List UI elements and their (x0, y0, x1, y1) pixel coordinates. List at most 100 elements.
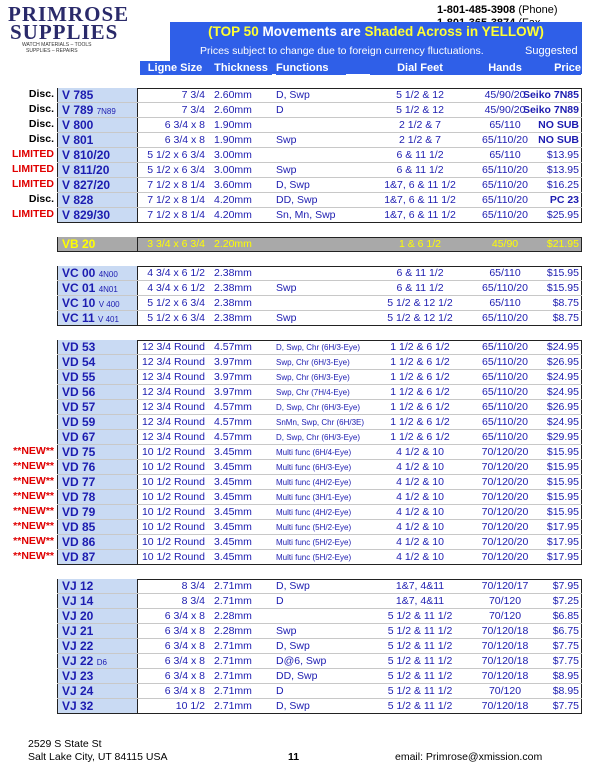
price: NO SUB (538, 119, 579, 131)
model-name: VD 53 (62, 340, 96, 354)
model: VD 86 (58, 535, 138, 549)
model-alt: 4N00 (98, 270, 118, 279)
price: $26.95 (546, 401, 579, 413)
functions: Multi func (5H/2-Eye) (276, 538, 352, 547)
ligne-size: 5 1/2 x 6 3/4 (147, 312, 205, 324)
table-row (57, 594, 582, 609)
price: $29.95 (546, 431, 579, 443)
price: $6.75 (552, 625, 579, 637)
hands: 45/90/20 (484, 104, 526, 116)
functions: SnMn, Swp, Chr (6H/3E) (276, 418, 365, 427)
hands: 65/110/20 (482, 431, 528, 443)
price: $8.75 (552, 312, 579, 324)
dial-feet: 6 & 11 1/2 (396, 267, 444, 279)
hands: 65/110/20 (482, 209, 528, 221)
ligne-size: 6 3/4 x 8 (164, 670, 205, 682)
hands: 70/120/18 (481, 670, 529, 682)
table-row (57, 520, 582, 535)
status-label: **NEW** (13, 535, 54, 547)
table-row (57, 133, 582, 148)
city: Salt Lake City, UT 84115 USA (28, 751, 168, 763)
hands: 70/120/18 (481, 640, 529, 652)
model-name: VD 78 (62, 490, 96, 504)
hands: 65/110 (489, 149, 521, 161)
model-name: VJ 14 (62, 594, 94, 608)
hands: 65/110/20 (482, 282, 528, 294)
banner-part: (TOP 50 (208, 24, 259, 39)
model: VD 78 (58, 490, 138, 504)
model: VC 01 4N01 (58, 281, 138, 295)
model-name: V 827/20 (62, 178, 111, 192)
functions: DD, Swp (276, 670, 318, 682)
table-row (57, 430, 582, 445)
ligne-size: 10 1/2 Round (141, 536, 205, 548)
thickness: 1.90mm (214, 134, 252, 146)
dial-feet: 6 & 11 1/2 (396, 149, 444, 161)
thickness: 3.45mm (214, 536, 252, 548)
dial-feet: 5 1/2 & 11 1/2 (387, 625, 453, 637)
dial-feet: 1 1/2 & 6 1/2 (390, 416, 450, 428)
thickness: 3.00mm (214, 164, 252, 176)
functions: D (276, 595, 284, 607)
price: $13.95 (546, 149, 579, 161)
price: PC 23 (549, 194, 579, 206)
functions: D@6, Swp (276, 655, 327, 667)
model-name: V 810/20 (62, 148, 111, 162)
thickness: 3.00mm (214, 149, 252, 161)
table-row (57, 639, 582, 654)
functions: DD, Swp (276, 194, 318, 206)
phone: 1-801-485-3908 (Phone) (437, 4, 558, 16)
dial-feet: 1 1/2 & 6 1/2 (390, 371, 450, 383)
table-row (57, 415, 582, 430)
status-label: Disc. (28, 133, 54, 145)
ligne-size: 3 3/4 x 6 3/4 (147, 238, 205, 250)
functions: Multi func (6H/3-Eye) (276, 463, 352, 472)
thickness: 2.71mm (214, 640, 252, 652)
functions: Multi func (3H/1-Eye) (276, 493, 352, 502)
thickness: 4.57mm (214, 341, 252, 353)
thickness: 2.38mm (214, 282, 252, 294)
thickness: 3.60mm (214, 179, 252, 191)
functions: Swp (276, 164, 297, 176)
table-row (57, 535, 582, 550)
ligne-size: 10 1/2 Round (141, 461, 205, 473)
functions: D (276, 104, 284, 116)
model: V 828 (58, 193, 138, 207)
functions: Swp (276, 134, 297, 146)
model-name: VC 10 (62, 296, 96, 310)
model: VJ 12 (58, 579, 138, 593)
dial-feet: 1&7, 6 & 11 1/2 (384, 179, 456, 191)
functions: Swp (276, 282, 297, 294)
status-label: LIMITED (12, 178, 54, 190)
ligne-size: 12 3/4 Round (141, 401, 205, 413)
thickness: 2.60mm (214, 104, 252, 116)
table-row (57, 281, 582, 296)
dial-feet: 1 & 6 1/2 (398, 238, 442, 250)
ligne-size: 12 3/4 Round (141, 431, 205, 443)
functions: Swp (276, 312, 297, 324)
dial-feet: 1 1/2 & 6 1/2 (390, 341, 450, 353)
model: VD 54 (58, 355, 138, 369)
hands: 65/110/20 (482, 341, 528, 353)
ligne-size: 10 1/2 Round (141, 446, 205, 458)
hands: 70/120/18 (481, 700, 529, 712)
logo-tagline: WATCH MATERIALS – TOOLS (22, 42, 92, 48)
price: $16.25 (546, 179, 579, 191)
dial-feet: 5 1/2 & 12 (396, 89, 444, 101)
status-label: LIMITED (12, 148, 54, 160)
model-name: VD 77 (62, 475, 96, 489)
dial-feet: 4 1/2 & 10 (396, 491, 444, 503)
hands: 65/110/20 (482, 386, 528, 398)
thickness: 2.71mm (214, 655, 252, 667)
thickness: 2.38mm (214, 297, 252, 309)
table-row (57, 103, 582, 118)
dial-feet: 4 1/2 & 10 (396, 536, 444, 548)
column-header: Hands (470, 61, 540, 75)
model-name: VJ 22 (62, 654, 94, 668)
thickness: 4.57mm (214, 431, 252, 443)
table-group (57, 88, 582, 223)
thickness: 3.45mm (214, 476, 252, 488)
thickness: 4.20mm (214, 194, 252, 206)
dial-feet: 1&7, 6 & 11 1/2 (384, 209, 456, 221)
model: VD 59 (58, 415, 138, 429)
